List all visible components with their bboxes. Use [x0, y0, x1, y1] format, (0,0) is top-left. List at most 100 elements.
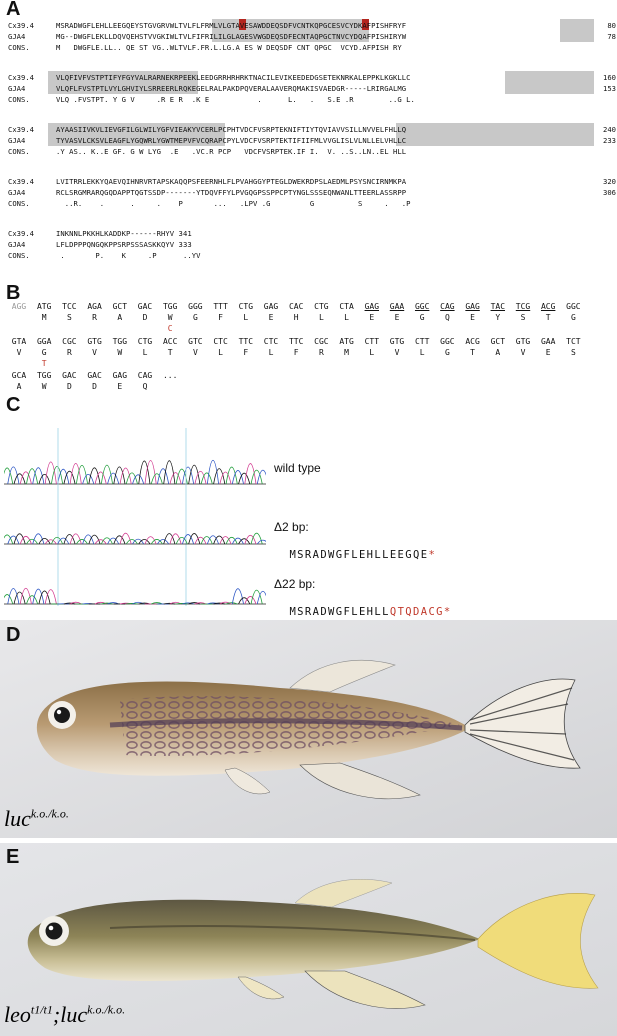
chromatogram-peak	[7, 466, 20, 485]
codon: GTG	[389, 337, 405, 346]
delta22-seq-red: QTQDACG	[389, 606, 444, 618]
chromatogram-peak	[150, 473, 163, 485]
amino-acid: T	[470, 348, 475, 357]
chromatogram-peak	[244, 534, 257, 545]
codon: GGC	[414, 302, 430, 311]
chromatogram-peak	[132, 474, 145, 485]
chromatogram-peak	[51, 536, 64, 545]
chromatogram-peak	[188, 464, 201, 485]
alignment-row-sequence: MG--DWGFLEKLLDQVQEHSTVVGKIWLTVLFIFRILILG…	[56, 32, 407, 41]
alignment-row-sequence: INKNNLPKKHLKADDKP------RHYV 341	[56, 229, 192, 238]
alignment-row-name: CONS.	[8, 147, 30, 156]
alignment-row-name: GJA4	[8, 136, 26, 145]
genotype-caption-e: leot1/t1;luck.o./k.o.	[4, 1002, 125, 1028]
amino-acid: G	[570, 313, 576, 322]
chromatogram-peak	[101, 602, 113, 605]
alignment-row: CONS. .Y AS.. K..E GF. G W LYG .E .VC.R P…	[8, 146, 617, 157]
codon: ACG	[540, 302, 556, 311]
alignment-row: Cx39.4 VLQFIVFVSTPTIFYFGYVALRARNEKRPEEKLE…	[8, 72, 617, 83]
chromatogram-peak	[157, 468, 170, 485]
codon: GAG	[112, 371, 128, 380]
codon: GAC	[87, 371, 102, 380]
codon: GAG	[364, 302, 380, 311]
chromatogram-peak	[244, 463, 257, 485]
chromatogram-peak	[182, 534, 195, 545]
panel-label-d: D	[6, 624, 21, 646]
codon: GAC	[137, 302, 153, 311]
chromatogram-peak	[107, 472, 120, 485]
chromatogram-peak	[82, 474, 95, 485]
chromatogram-peak	[63, 470, 76, 485]
alignment-row-sequence: .Y AS.. K..E GF. G W LYG .E .VC.R PCP VD…	[56, 147, 411, 156]
caption-e-sep: ;	[52, 1002, 61, 1027]
chromatogram-peak	[188, 602, 201, 605]
codon: CTA	[339, 302, 354, 311]
chromatogram-peak	[126, 603, 138, 605]
codon: TGG	[162, 302, 178, 311]
alignment-row-sequence: ..R. . . . P ... .LPV .G G S . .P	[56, 199, 411, 208]
chromatogram-peak	[94, 539, 107, 545]
codon: AGG	[11, 302, 27, 311]
chromatogram-peak	[75, 464, 88, 485]
chromatogram-peak	[231, 588, 244, 605]
alignment-row-name: CONS.	[8, 251, 30, 260]
chromatogram-peak	[175, 468, 188, 485]
codon: ATG	[36, 302, 52, 311]
chromatogram-peak	[219, 601, 232, 605]
tm-highlight	[48, 123, 226, 146]
chromatogram-peak	[69, 601, 82, 605]
chromatogram-peak	[169, 472, 182, 485]
chromatogram-peak	[238, 538, 251, 545]
chromatogram-peak	[32, 533, 45, 545]
chromatogram-peak	[19, 587, 32, 605]
codon: GTG	[515, 337, 531, 346]
chromatogram-peak	[250, 469, 263, 485]
codon: CTG	[314, 302, 329, 311]
codon: CAG	[137, 371, 153, 380]
alignment-row: CONS. ..R. . . . P ... .LPV .G G S . .P	[8, 198, 617, 209]
chromatogram-peak	[63, 602, 76, 605]
delta22-protein-sequence: MSRADWGFLEHLLQTQDACG*	[274, 594, 452, 618]
tm-highlight	[395, 123, 594, 146]
panel-label-c: C	[6, 394, 21, 416]
alignment-row-sequence: VLQFIVFVSTPTIFYFGYVALRARNEKRPEEKLEEDGRRH…	[56, 73, 411, 82]
amino-acid: S	[570, 348, 576, 357]
alignment-row-sequence: AYAASIIVKVLIEVGFILGLWILYGFVIEAKYVCERLPCP…	[56, 125, 407, 134]
codon: CGC	[62, 337, 77, 346]
codon: CTT	[364, 337, 380, 346]
fish-photo-e	[0, 843, 617, 1036]
delta2-seq: MSRADWGFLEHLLEEGQE	[289, 549, 429, 561]
chromatogram-peak	[132, 538, 145, 545]
chromatogram-peak	[113, 466, 126, 485]
alignment-row: GJA4 RCLSRGMRARQGQDAPPTQGTSSDP-------YTDQ…	[8, 187, 617, 198]
codon: ACG	[465, 337, 480, 346]
codon: CAC	[288, 302, 304, 311]
codon: GAA	[540, 337, 556, 346]
genotype-caption-d: luck.o./k.o.	[4, 806, 69, 832]
chromatogram-peak	[250, 532, 263, 545]
chromatogram-peak	[175, 536, 188, 545]
codon: TGG	[112, 337, 128, 346]
codon: GTC	[188, 337, 203, 346]
codon: GCT	[112, 302, 128, 311]
chromatogram-peak	[219, 471, 232, 485]
chromatogram-peak	[125, 472, 138, 485]
chromatogram-peak	[4, 534, 14, 545]
panel-label-b: B	[6, 282, 21, 304]
amino-acid: G	[444, 348, 450, 357]
chromatogram-peak	[26, 468, 39, 485]
amino-acid: E	[545, 348, 551, 357]
amino-acid: V	[16, 348, 22, 357]
caption-e-allele2: k.o./k.o.	[87, 1002, 126, 1017]
delta2-label: Δ2 bp:	[274, 520, 309, 534]
chromatogram-peak	[13, 473, 26, 485]
amino-acid: T	[167, 348, 173, 357]
alignment-row: CONS. M DWGFLE.LL.. QE ST VG..WLTVLF.FR.L…	[8, 42, 617, 53]
codon: GCT	[490, 337, 506, 346]
amino-acid: D	[142, 313, 148, 322]
panel-label-e: E	[6, 846, 20, 868]
alignment-row: Cx39.4 INKNNLPKKHLKADDKP------RHYV 341	[8, 228, 617, 239]
chromatogram-peak	[119, 532, 132, 545]
alignment-row-sequence: MSRADWGFLEHLLEEGQEYSTGVGRVWLTVLFLFRMLVLG…	[56, 21, 407, 30]
codon: CGC	[314, 337, 329, 346]
